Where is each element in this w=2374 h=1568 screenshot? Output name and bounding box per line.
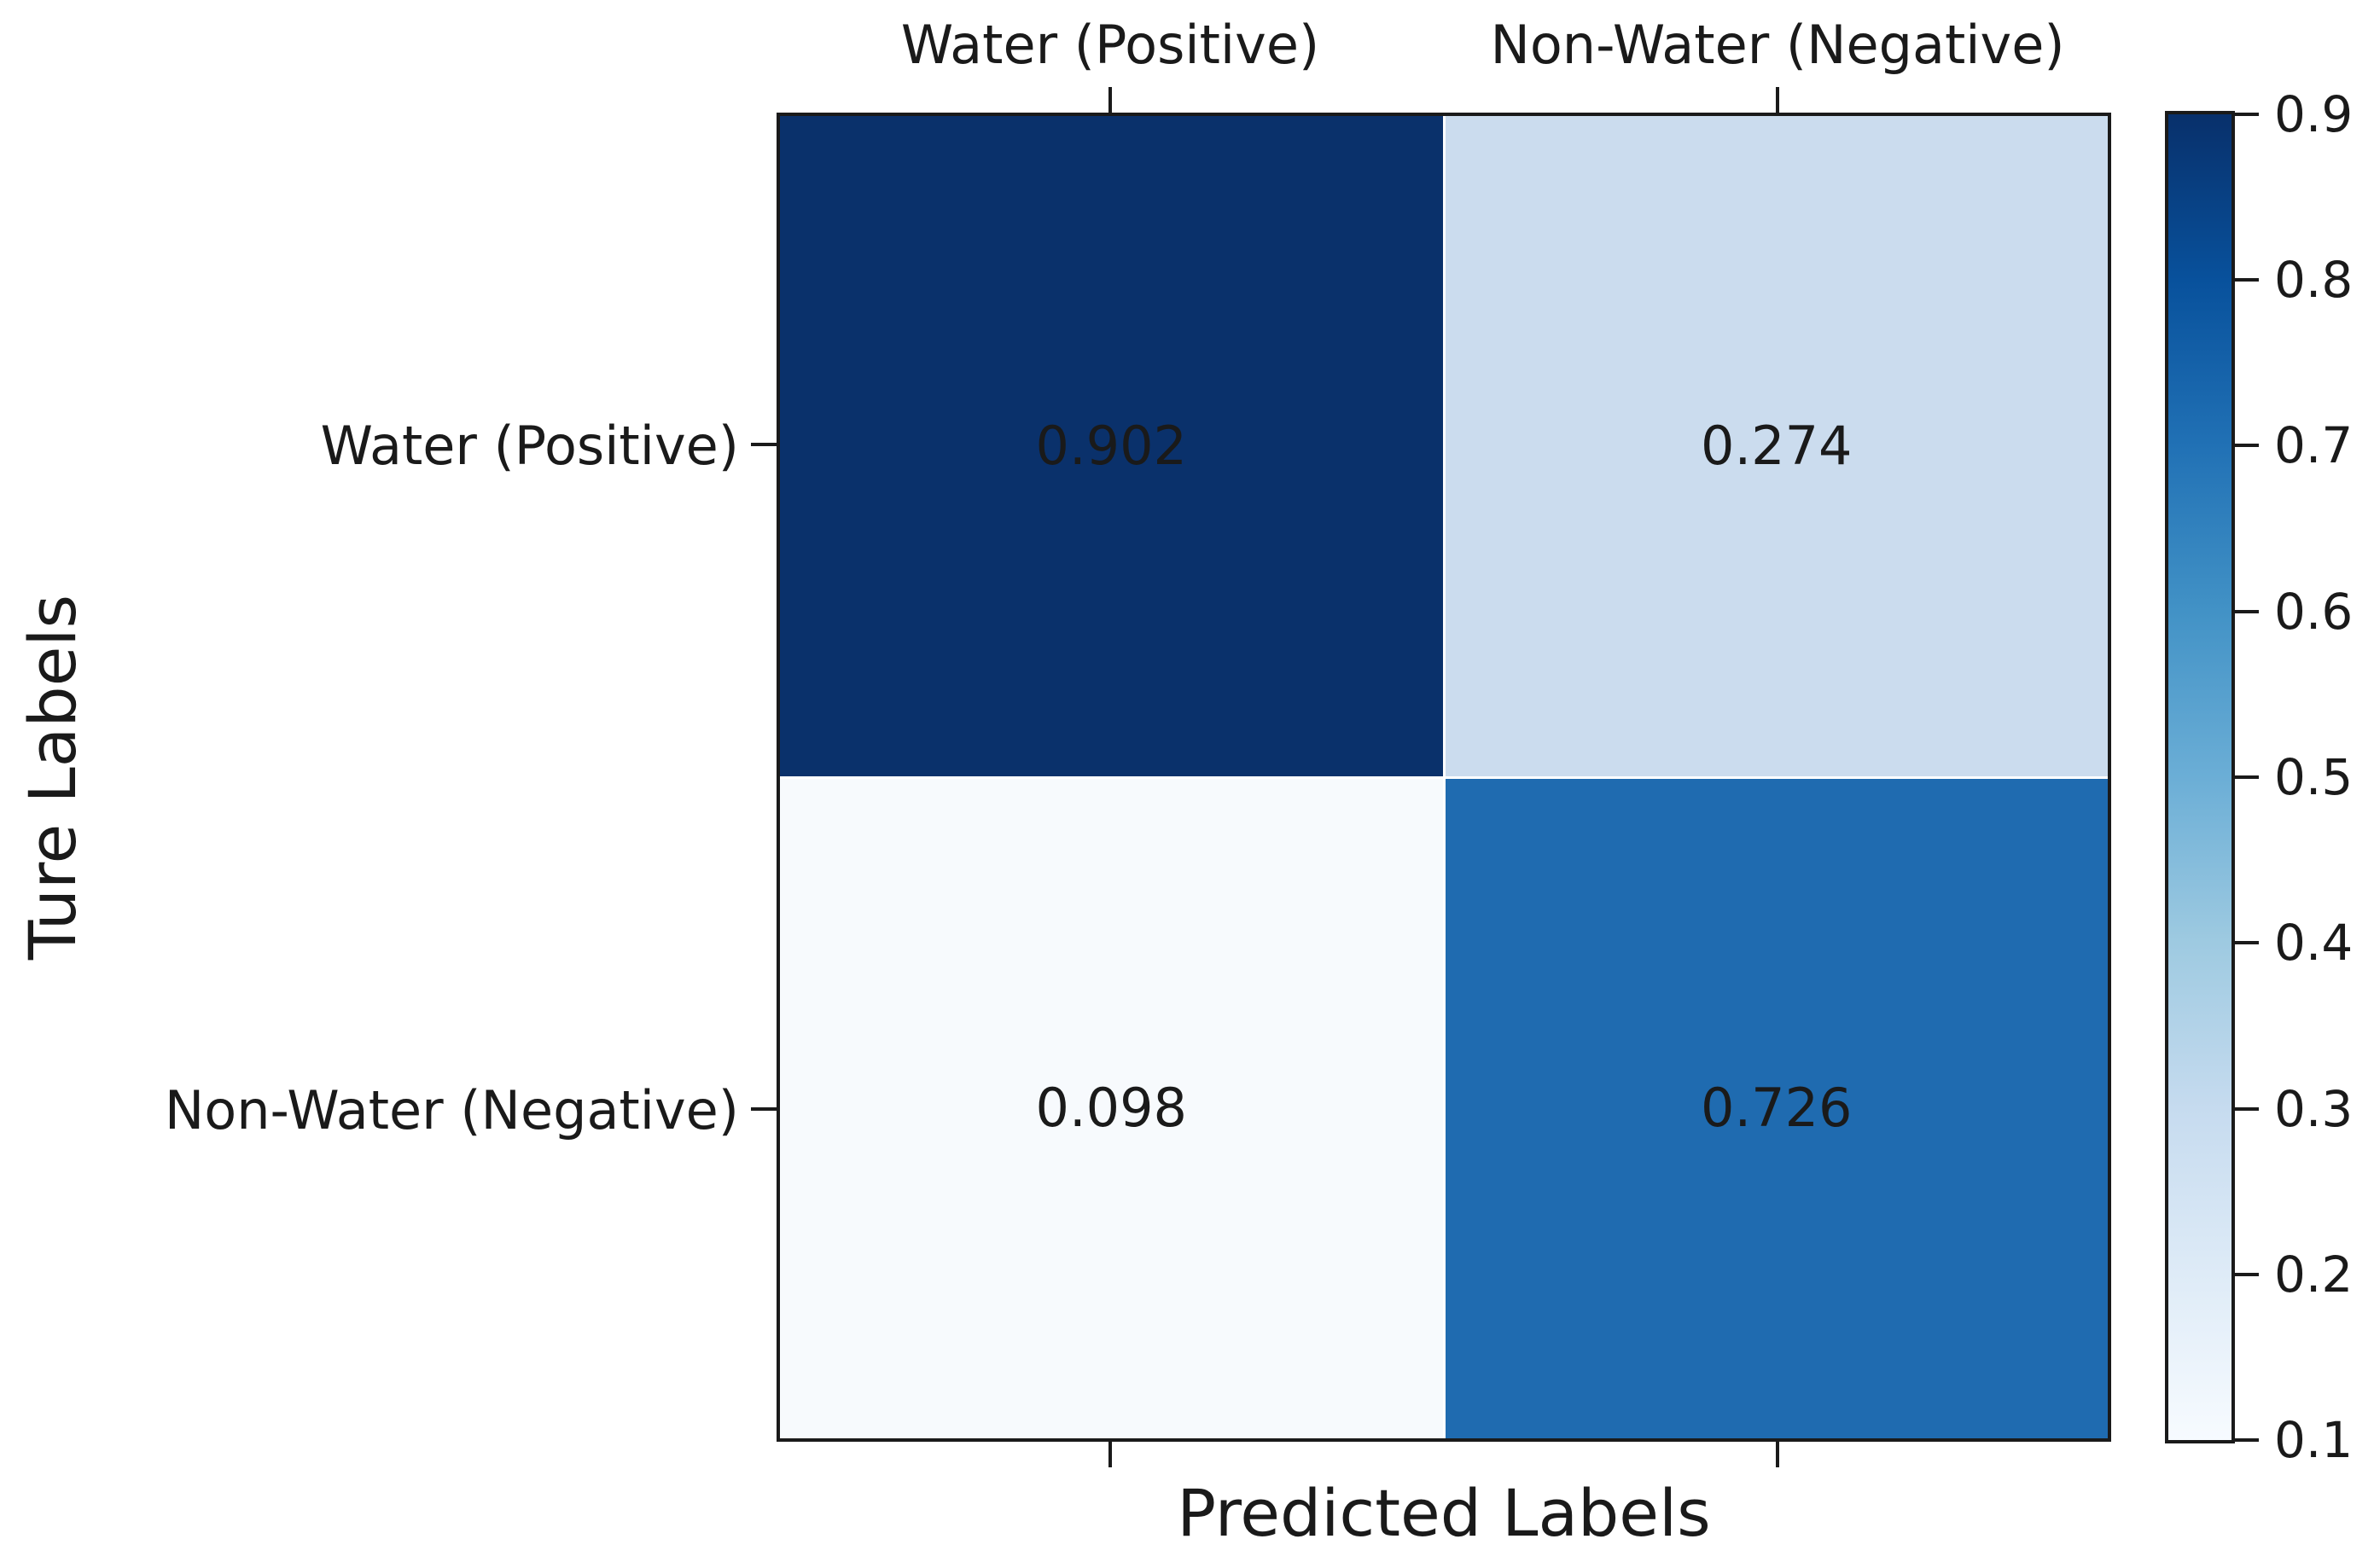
colorbar-tick-mark: [2235, 1106, 2259, 1111]
colorbar-tick: 0.4: [2235, 918, 2353, 967]
tick-mark-bottom-col1: [1776, 1442, 1779, 1467]
tick-mark-left-row0: [751, 443, 777, 446]
colorbar-tick-mark: [2235, 941, 2259, 945]
colorbar-tick: 0.6: [2235, 587, 2353, 636]
cell-true-water-pred-nonwater: 0.274: [1445, 116, 2108, 776]
cell-value: 0.902: [1035, 414, 1188, 477]
colorbar-tick-mark: [2235, 775, 2259, 779]
colorbar: [2165, 111, 2235, 1443]
tick-mark-top-col1: [1776, 87, 1779, 113]
colorbar-tick-label: 0.4: [2274, 914, 2354, 973]
colorbar-tick-label: 0.8: [2274, 251, 2354, 310]
colorbar-tick: 0.3: [2235, 1084, 2353, 1134]
colorbar-tick-label: 0.2: [2274, 1245, 2354, 1304]
colorbar-tick-label: 0.3: [2274, 1079, 2354, 1138]
colorbar-tick-mark: [2235, 1272, 2259, 1276]
colorbar-tick-mark: [2235, 278, 2259, 282]
y-tick-label-water-positive: Water (Positive): [320, 415, 739, 477]
y-tick-label-non-water-negative: Non-Water (Negative): [164, 1079, 739, 1141]
colorbar-tick-label: 0.7: [2274, 416, 2354, 475]
colorbar-ticks: 0.9 0.8 0.7 0.6 0.5 0.4 0.3 0.2 0.1: [2235, 90, 2374, 1465]
colorbar-tick-mark: [2235, 1438, 2259, 1443]
tick-mark-top-col0: [1108, 87, 1112, 113]
x-tick-label-non-water-negative: Non-Water (Negative): [1490, 14, 2065, 76]
x-tick-label-water-positive: Water (Positive): [900, 14, 1320, 76]
colorbar-tick: 0.2: [2235, 1250, 2353, 1299]
colorbar-tick: 0.7: [2235, 421, 2353, 470]
cell-value: 0.098: [1035, 1077, 1188, 1140]
colorbar-tick-mark: [2235, 609, 2259, 613]
colorbar-tick-label: 0.5: [2274, 748, 2354, 806]
colorbar-tick: 0.5: [2235, 752, 2353, 802]
tick-mark-bottom-col0: [1108, 1442, 1112, 1467]
colorbar-tick-mark: [2235, 112, 2259, 116]
cell-true-water-pred-water: 0.902: [780, 116, 1443, 776]
colorbar-gradient: [2168, 114, 2231, 1440]
x-axis-title: Predicted Labels: [1177, 1475, 1711, 1551]
cell-value: 0.274: [1701, 414, 1853, 477]
colorbar-tick-label: 0.9: [2274, 84, 2354, 143]
colorbar-tick: 0.9: [2235, 90, 2353, 139]
cell-value: 0.726: [1701, 1077, 1853, 1140]
heatmap-grid: 0.902 0.274 0.098 0.726: [777, 113, 2111, 1442]
cell-true-nonwater-pred-nonwater: 0.726: [1445, 778, 2108, 1438]
colorbar-tick-label: 0.1: [2274, 1411, 2354, 1470]
colorbar-tick: 0.1: [2235, 1415, 2353, 1465]
cell-true-nonwater-pred-water: 0.098: [780, 778, 1443, 1438]
tick-mark-left-row1: [751, 1107, 777, 1111]
colorbar-tick-label: 0.6: [2274, 582, 2354, 641]
colorbar-tick-mark: [2235, 444, 2259, 448]
y-axis-title: Ture Labels: [15, 594, 90, 961]
colorbar-tick: 0.8: [2235, 255, 2353, 305]
